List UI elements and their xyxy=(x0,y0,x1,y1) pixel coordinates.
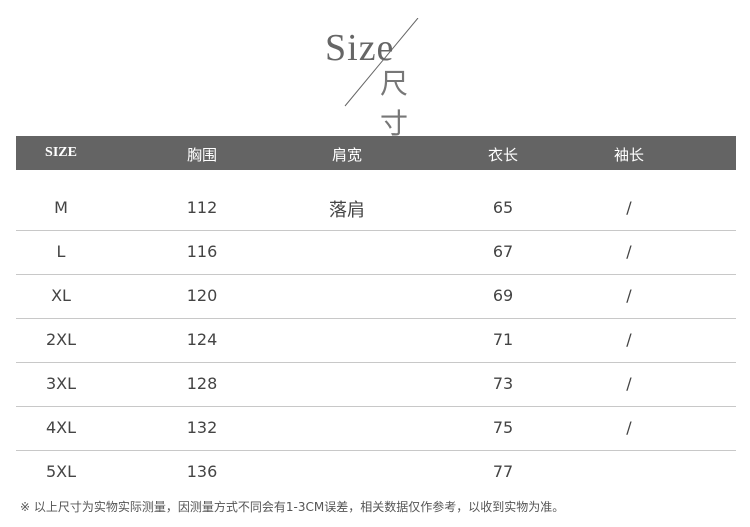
footnote: ※ 以上尺寸为实物实际测量，因测量方式不同会有1-3CM误差，相关数据仅作参考，… xyxy=(20,500,565,514)
cell-length: 67 xyxy=(492,242,514,261)
row-divider xyxy=(16,450,736,451)
header-size: SIZE xyxy=(45,145,77,160)
cell-size: L xyxy=(56,242,66,261)
cell-size: 5XL xyxy=(45,462,77,481)
logo-text-zh: 尺寸 xyxy=(380,67,417,140)
cell-length: 71 xyxy=(492,330,514,349)
cell-sleeve: / xyxy=(626,374,632,393)
cell-length: 65 xyxy=(492,198,514,217)
cell-size: 2XL xyxy=(45,330,77,349)
cell-sleeve: / xyxy=(626,242,632,261)
header-bust: 胸围 xyxy=(186,146,218,164)
table-row: 4XL 132 75 / xyxy=(16,407,736,451)
table-row: 2XL 124 71 / xyxy=(16,319,736,363)
cell-size: M xyxy=(54,198,68,217)
cell-bust: 120 xyxy=(186,286,218,305)
cell-size: XL xyxy=(51,286,71,305)
cell-size: 3XL xyxy=(45,374,77,393)
cell-bust: 136 xyxy=(186,462,218,481)
logo-slash xyxy=(344,18,419,107)
table-row: 3XL 128 73 / xyxy=(16,363,736,407)
cell-bust: 116 xyxy=(186,242,218,261)
row-divider xyxy=(16,318,736,319)
table-header: SIZE 胸围 肩宽 衣长 袖长 xyxy=(16,136,736,170)
cell-sleeve: / xyxy=(626,198,632,217)
header-sleeve: 袖长 xyxy=(613,146,645,164)
header-shoulder: 肩宽 xyxy=(331,146,363,164)
cell-bust: 112 xyxy=(186,198,218,217)
cell-sleeve: / xyxy=(626,418,632,437)
table-row: XL 120 69 / xyxy=(16,275,736,319)
cell-shoulder: 落肩 xyxy=(329,200,365,221)
header-length: 衣长 xyxy=(487,146,519,164)
cell-length: 69 xyxy=(492,286,514,305)
cell-length: 77 xyxy=(492,462,514,481)
row-divider xyxy=(16,274,736,275)
cell-bust: 132 xyxy=(186,418,218,437)
cell-length: 73 xyxy=(492,374,514,393)
cell-length: 75 xyxy=(492,418,514,437)
table-row: 5XL 136 77 xyxy=(16,451,736,495)
table-row: M 112 落肩 65 / xyxy=(16,187,736,231)
cell-sleeve: / xyxy=(626,330,632,349)
row-divider xyxy=(16,406,736,407)
cell-bust: 124 xyxy=(186,330,218,349)
cell-sleeve: / xyxy=(626,286,632,305)
cell-size: 4XL xyxy=(45,418,77,437)
size-logo: Size 尺寸 xyxy=(320,18,440,140)
cell-bust: 128 xyxy=(186,374,218,393)
row-divider xyxy=(16,230,736,231)
row-divider xyxy=(16,362,736,363)
table-row: L 116 67 / xyxy=(16,231,736,275)
